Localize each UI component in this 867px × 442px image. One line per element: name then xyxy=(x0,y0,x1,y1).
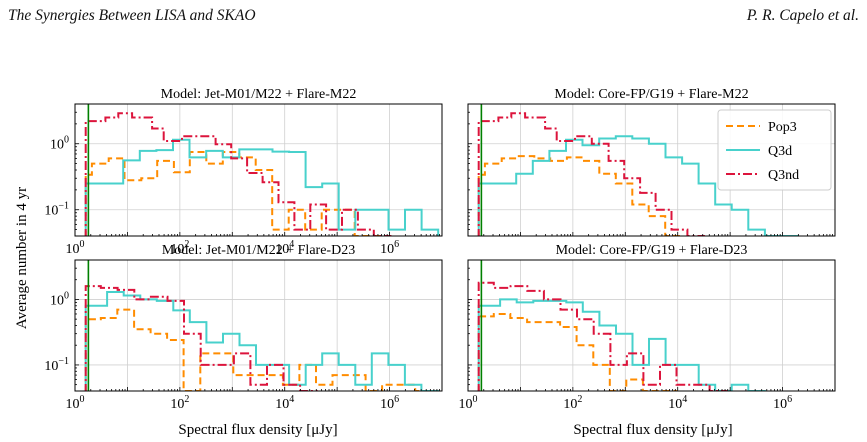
series-q3nd xyxy=(84,112,392,236)
x-tick-label: 106 xyxy=(773,394,792,412)
x-tick-label: 102 xyxy=(170,394,189,412)
legend-label-q3d: Q3d xyxy=(768,144,792,159)
y-tick-label: 100 xyxy=(50,135,69,153)
series-q3d xyxy=(84,138,440,236)
x-tick-label: 104 xyxy=(275,394,294,412)
panel-1: 100 102 104 106 10−1 100 Model: Jet-M01/M22 + … xyxy=(44,87,443,257)
y-axis-label: Average number in 4 yr xyxy=(14,187,30,329)
x-axis-label-left: Spectral flux density [μJy] xyxy=(178,422,337,438)
series-group xyxy=(84,112,440,236)
panel-title: Model: Jet-M01/M22 + Flare-D23 xyxy=(162,243,355,258)
x-tick-label: 100 xyxy=(66,394,85,412)
series-q3d xyxy=(477,298,766,391)
legend-label-pop3: Pop3 xyxy=(768,120,797,135)
panel-4: 100 102 104 106 Model: Core-FP/G19 + Flare-D… xyxy=(459,243,836,412)
panel-title: Model: Jet-M01/M22 + Flare-M22 xyxy=(161,87,357,102)
series-group xyxy=(84,285,439,391)
panel-title: Model: Core-FP/G19 + Flare-M22 xyxy=(554,87,748,102)
series-q3d xyxy=(477,135,799,236)
series-q3nd xyxy=(477,112,705,236)
panel-3: 100 102 104 106 10−1 100 Model: Jet-M01/M22 + … xyxy=(44,243,443,412)
axes-frame xyxy=(74,259,443,392)
x-tick-label: 102 xyxy=(170,239,189,257)
x-tick-label: 106 xyxy=(380,239,399,257)
running-header-title: The Synergies Between LISA and SKAO xyxy=(8,7,256,24)
y-tick-label: 10−1 xyxy=(44,356,69,374)
series-q3d xyxy=(84,291,439,391)
series-group xyxy=(477,281,766,391)
legend-box xyxy=(717,109,832,191)
panels-group: 100 102 104 106 10−1 100 Model: Jet-M01/M22 + … xyxy=(44,87,836,412)
panel-title: Model: Core-FP/G19 + Flare-D23 xyxy=(556,243,748,258)
series-pop3 xyxy=(84,308,433,391)
legend: Pop3 Q3d Q3nd xyxy=(717,109,832,191)
panel-2: Model: Core-FP/G19 + Flare-M22 xyxy=(467,87,836,237)
running-header-authors: P. R. Capelo et al. xyxy=(746,7,859,24)
legend-label-q3nd: Q3nd xyxy=(768,168,799,183)
series-pop3 xyxy=(477,313,677,391)
y-tick-label: 100 xyxy=(50,290,69,308)
series-pop3 xyxy=(477,155,683,236)
series-pop3 xyxy=(84,151,389,236)
x-tick-label: 102 xyxy=(563,394,582,412)
series-q3nd xyxy=(477,281,728,391)
x-tick-label: 104 xyxy=(668,394,687,412)
y-tick-label: 10−1 xyxy=(44,201,69,219)
x-tick-label: 106 xyxy=(380,394,399,412)
x-tick-label: 100 xyxy=(459,394,478,412)
series-q3nd xyxy=(84,285,318,391)
x-tick-label: 100 xyxy=(66,239,85,257)
series-group xyxy=(477,112,799,236)
x-axis-label-right: Spectral flux density [μJy] xyxy=(573,422,732,438)
axes-frame xyxy=(467,259,836,392)
x-tick-label: 104 xyxy=(275,239,294,257)
